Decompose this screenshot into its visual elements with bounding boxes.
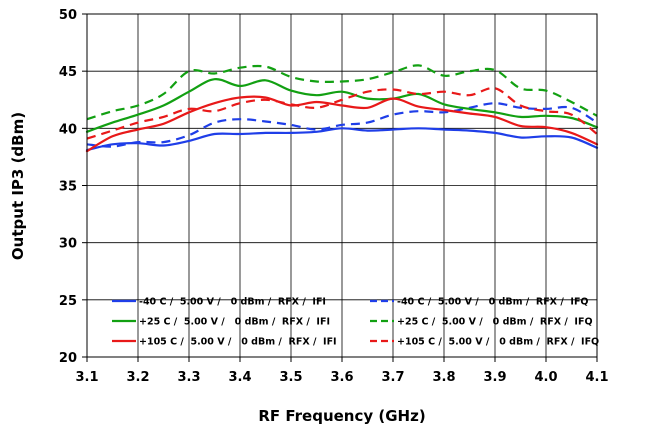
legend-label: -40 C / 5.00 V / 0 dBm / RFX / IFI [139, 297, 326, 308]
x-tick-label: 3.9 [483, 370, 506, 385]
y-tick-label: 50 [59, 8, 77, 23]
x-tick-label: 4.1 [585, 370, 608, 385]
series-line-2 [86, 102, 598, 148]
plot-area-frame [86, 13, 598, 358]
x-axis-label: RF Frequency (GHz) [258, 407, 425, 425]
legend-label: +25 C / 5.00 V / 0 dBm / RFX / IFI [139, 317, 330, 328]
y-tick-label: 25 [59, 294, 77, 309]
gridlines [82, 13, 598, 362]
y-tick-label: 45 [59, 65, 77, 80]
x-tick-label: 3.6 [330, 370, 353, 385]
legend-label: +105 C / 5.00 V / 0 dBm / RFX / IFQ [397, 337, 599, 348]
y-tick-label: 20 [59, 351, 77, 366]
x-tick-label: 3.1 [75, 370, 98, 385]
y-axis-label: Output IP3 (dBm) [9, 112, 27, 260]
legend-label: +105 C / 5.00 V / 0 dBm / RFX / IFI [139, 337, 337, 348]
legend: -40 C / 5.00 V / 0 dBm / RFX / IFI -40 C … [112, 297, 599, 348]
x-tick-label: 3.4 [228, 370, 251, 385]
x-tick-labels: 3.1 3.2 3.3 3.4 3.5 3.6 3.7 3.8 3.9 4.0 4.1 [75, 370, 608, 385]
series-line-5 [85, 95, 599, 153]
legend-label: +25 C / 5.00 V / 0 dBm / RFX / IFQ [397, 317, 593, 328]
series-line-4 [86, 64, 598, 121]
x-tick-label: 3.2 [126, 370, 149, 385]
series-line-3 [85, 78, 599, 133]
x-tick-label: 3.5 [279, 370, 302, 385]
series-line-1 [85, 127, 599, 152]
legend-label: -40 C / 5.00 V / 0 dBm / RFX / IFQ [397, 297, 589, 308]
y-tick-label: 35 [59, 180, 77, 195]
x-tick-label: 3.8 [432, 370, 455, 385]
y-tick-label: 30 [59, 237, 77, 252]
y-tick-label: 40 [59, 122, 77, 137]
y-tick-labels: 20 25 30 35 40 45 50 [59, 8, 77, 366]
series-lines [85, 64, 599, 153]
x-tick-label: 4.0 [534, 370, 557, 385]
x-tick-label: 3.3 [177, 370, 200, 385]
series-line-6 [86, 86, 598, 140]
x-tick-label: 3.7 [381, 370, 404, 385]
